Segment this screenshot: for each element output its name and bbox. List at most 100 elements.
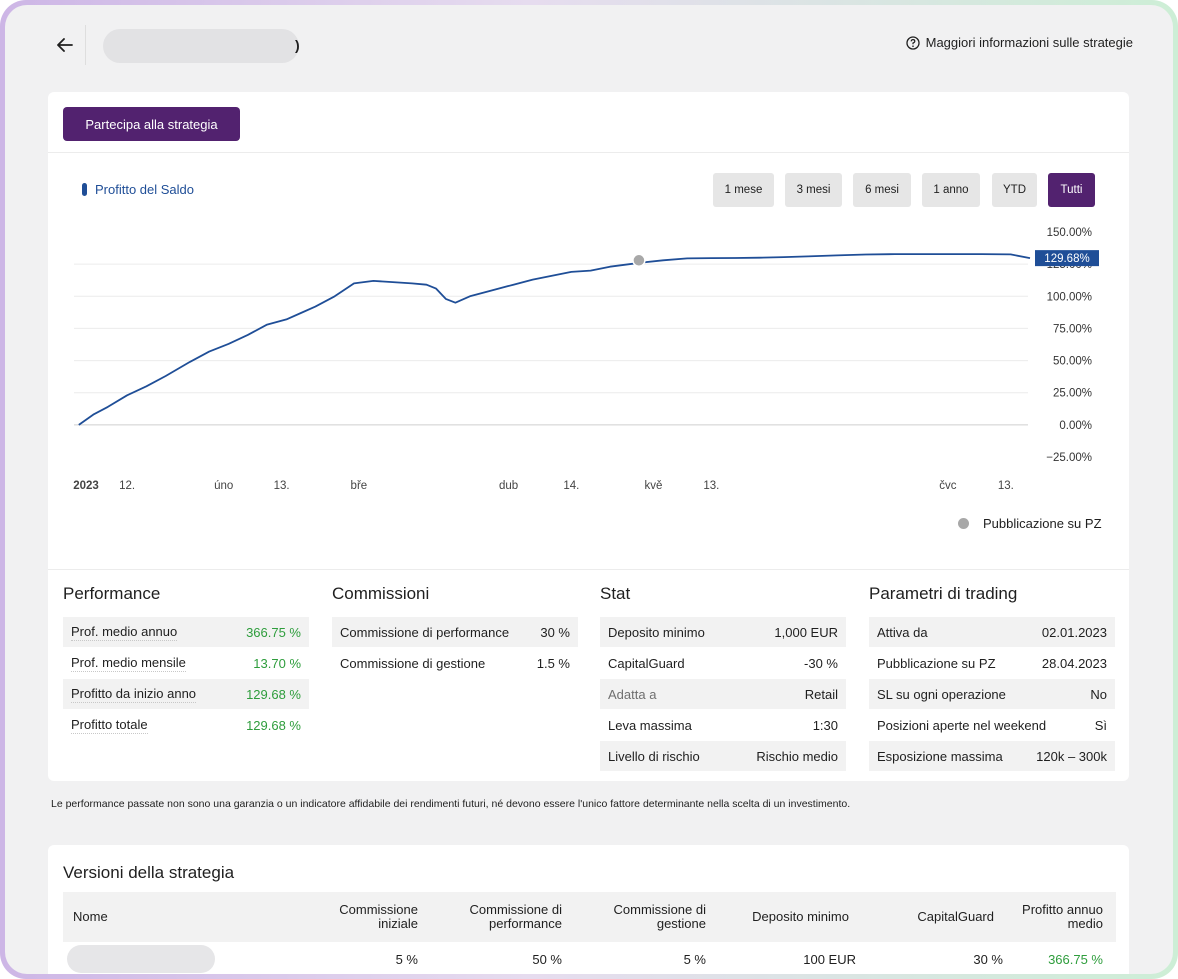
back-arrow-icon[interactable] <box>53 33 77 57</box>
stat-row: CapitalGuard -30 % <box>600 648 846 678</box>
x-tick-label: 13. <box>703 480 719 492</box>
table-row[interactable]: 5 % 50 % 5 % 100 EUR 30 % 366.75 % <box>63 945 1116 974</box>
stat-row: Pubblicazione su PZ 28.04.2023 <box>869 648 1115 678</box>
disclaimer-text: Le performance passate non sono una gara… <box>51 798 851 810</box>
strategy-versions-card: Versioni della strategia Nome Commission… <box>48 845 1129 974</box>
stat-label: CapitalGuard <box>608 655 685 671</box>
header-divider <box>85 25 86 65</box>
stat-label: Profitto da inizio anno <box>71 685 197 703</box>
cell-initial-fee: 5 % <box>395 952 418 967</box>
stat-label: Pubblicazione su PZ <box>877 655 996 671</box>
stat-row: Profitto da inizio anno 129.68 % <box>63 679 309 709</box>
cell-capital-guard: 30 % <box>973 952 1003 967</box>
cell-avg-annual-profit: 366.75 % <box>1048 952 1103 967</box>
column-header-performance-fee[interactable]: Commissione di performance <box>469 902 562 931</box>
stat-row: Prof. medio annuo 366.75 % <box>63 617 309 647</box>
join-strategy-button[interactable]: Partecipa alla strategia <box>63 107 240 141</box>
column-header-name[interactable]: Nome <box>73 909 108 924</box>
stat-value: 13.70 % <box>253 655 301 671</box>
stat-row: Adatta a Retail <box>600 679 846 709</box>
stat-row: Prof. medio mensile 13.70 % <box>63 648 309 678</box>
stat-row: Commissione di performance 30 % <box>332 617 578 647</box>
stat-row: Posizioni aperte nel weekend Sì <box>869 710 1115 740</box>
legend-swatch <box>82 183 87 196</box>
commissions-section: Commissioni Commissione di performance 30… <box>332 584 578 679</box>
stat-row: Commissione di gestione 1.5 % <box>332 648 578 678</box>
stat-row: Esposizione massima 120k – 300k <box>869 741 1115 771</box>
column-header-initial-fee[interactable]: Commissione iniziale <box>339 902 418 931</box>
cell-min-deposit: 100 EUR <box>803 952 856 967</box>
range-1-year-button[interactable]: 1 anno <box>922 173 980 207</box>
stat-row: Deposito minimo 1,000 EUR <box>600 617 846 647</box>
stat-value: 129.68 % <box>246 686 301 702</box>
strategy-title-tail: ) <box>295 37 300 53</box>
stat-value: 02.01.2023 <box>1041 624 1107 640</box>
chart-legend-balance-profit[interactable]: Profitto del Saldo <box>82 182 194 197</box>
stat-label: Commissione di performance <box>340 624 510 640</box>
column-header-capital-guard[interactable]: CapitalGuard <box>917 909 994 924</box>
performance-section: Performance Prof. medio annuo 366.75 % Pr… <box>63 584 309 741</box>
stats-title: Stat <box>600 584 631 603</box>
stat-label: Profitto totale <box>71 716 148 734</box>
stat-label: SL su ogni operazione <box>877 686 1006 702</box>
stat-label: Prof. medio mensile <box>71 654 186 672</box>
stat-value: No <box>1090 686 1107 702</box>
profit-series-line <box>78 253 1031 426</box>
stat-value: 28.04.2023 <box>1041 655 1107 671</box>
range-6-months-button[interactable]: 6 mesi <box>853 173 911 207</box>
range-3-months-button[interactable]: 3 mesi <box>785 173 842 207</box>
stat-value: Sì <box>1094 717 1107 733</box>
publication-legend-label: Pubblicazione su PZ <box>983 516 1102 531</box>
performance-title: Performance <box>63 584 161 603</box>
strategy-card: Partecipa alla strategia Profitto del Sa… <box>48 92 1129 781</box>
range-all-button[interactable]: Tutti <box>1048 173 1095 207</box>
info-link[interactable]: Maggiori informazioni sulle strategie <box>905 35 1133 50</box>
y-tick-label: −25.00% <box>1046 452 1092 464</box>
help-icon <box>905 35 920 50</box>
stat-value: 1.5 % <box>536 655 570 671</box>
column-header-management-fee[interactable]: Commissione di gestione <box>613 902 706 931</box>
stat-row: Leva massima 1:30 <box>600 710 846 740</box>
x-tick-label: 14. <box>563 480 579 492</box>
stat-value: 1,000 EUR <box>774 624 838 640</box>
x-tick-label: kvě <box>644 480 662 492</box>
range-ytd-button[interactable]: YTD <box>992 173 1037 207</box>
column-header-avg-annual-profit[interactable]: Profitto annuo medio <box>1022 902 1103 931</box>
stats-section: Stat Deposito minimo 1,000 EUR CapitalGua… <box>600 584 846 772</box>
cell-performance-fee: 50 % <box>532 952 562 967</box>
stat-label: Commissione di gestione <box>340 655 486 671</box>
column-header-min-deposit[interactable]: Deposito minimo <box>752 909 849 924</box>
stat-value: Rischio medio <box>756 748 838 764</box>
stat-value: 366.75 % <box>246 624 301 640</box>
range-1-month-button[interactable]: 1 mese <box>713 173 774 207</box>
last-value-label: 129.68% <box>1044 253 1089 265</box>
top-bar: ) Maggiori informazioni sulle strategie <box>5 5 1173 85</box>
x-tick-label: úno <box>214 480 233 492</box>
x-tick-label: dub <box>499 480 518 492</box>
app-screen: ) Maggiori informazioni sulle strategie … <box>5 5 1173 974</box>
stat-label: Attiva da <box>877 624 928 640</box>
y-tick-label: 0.00% <box>1059 420 1092 432</box>
stat-label: Adatta a <box>608 686 657 702</box>
stat-label: Livello di rischio <box>608 748 700 764</box>
stat-label: Deposito minimo <box>608 624 705 640</box>
x-tick-label: bře <box>351 480 368 492</box>
stat-row: SL su ogni operazione No <box>869 679 1115 709</box>
stat-row: Profitto totale 129.68 % <box>63 710 309 740</box>
card-divider <box>48 152 1129 153</box>
cell-management-fee: 5 % <box>683 952 706 967</box>
x-tick-label: 13. <box>274 480 290 492</box>
versions-title: Versioni della strategia <box>63 863 235 882</box>
y-tick-label: 100.00% <box>1047 291 1092 303</box>
stat-row: Livello di rischio Rischio medio <box>600 741 846 771</box>
profit-chart[interactable]: 150.00%125.00%100.00%75.00%50.00%25.00%0… <box>48 92 1129 512</box>
info-link-label: Maggiori informazioni sulle strategie <box>925 35 1133 50</box>
publication-legend[interactable]: Pubblicazione su PZ <box>958 516 1102 531</box>
publication-marker-icon <box>958 518 969 529</box>
legend-label: Profitto del Saldo <box>95 182 195 197</box>
stat-value: 30 % <box>540 624 570 640</box>
y-tick-label: 150.00% <box>1047 227 1092 239</box>
card-divider <box>48 569 1129 570</box>
stat-value: 129.68 % <box>246 717 301 733</box>
trading-parameters-title: Parametri di trading <box>869 584 1018 603</box>
